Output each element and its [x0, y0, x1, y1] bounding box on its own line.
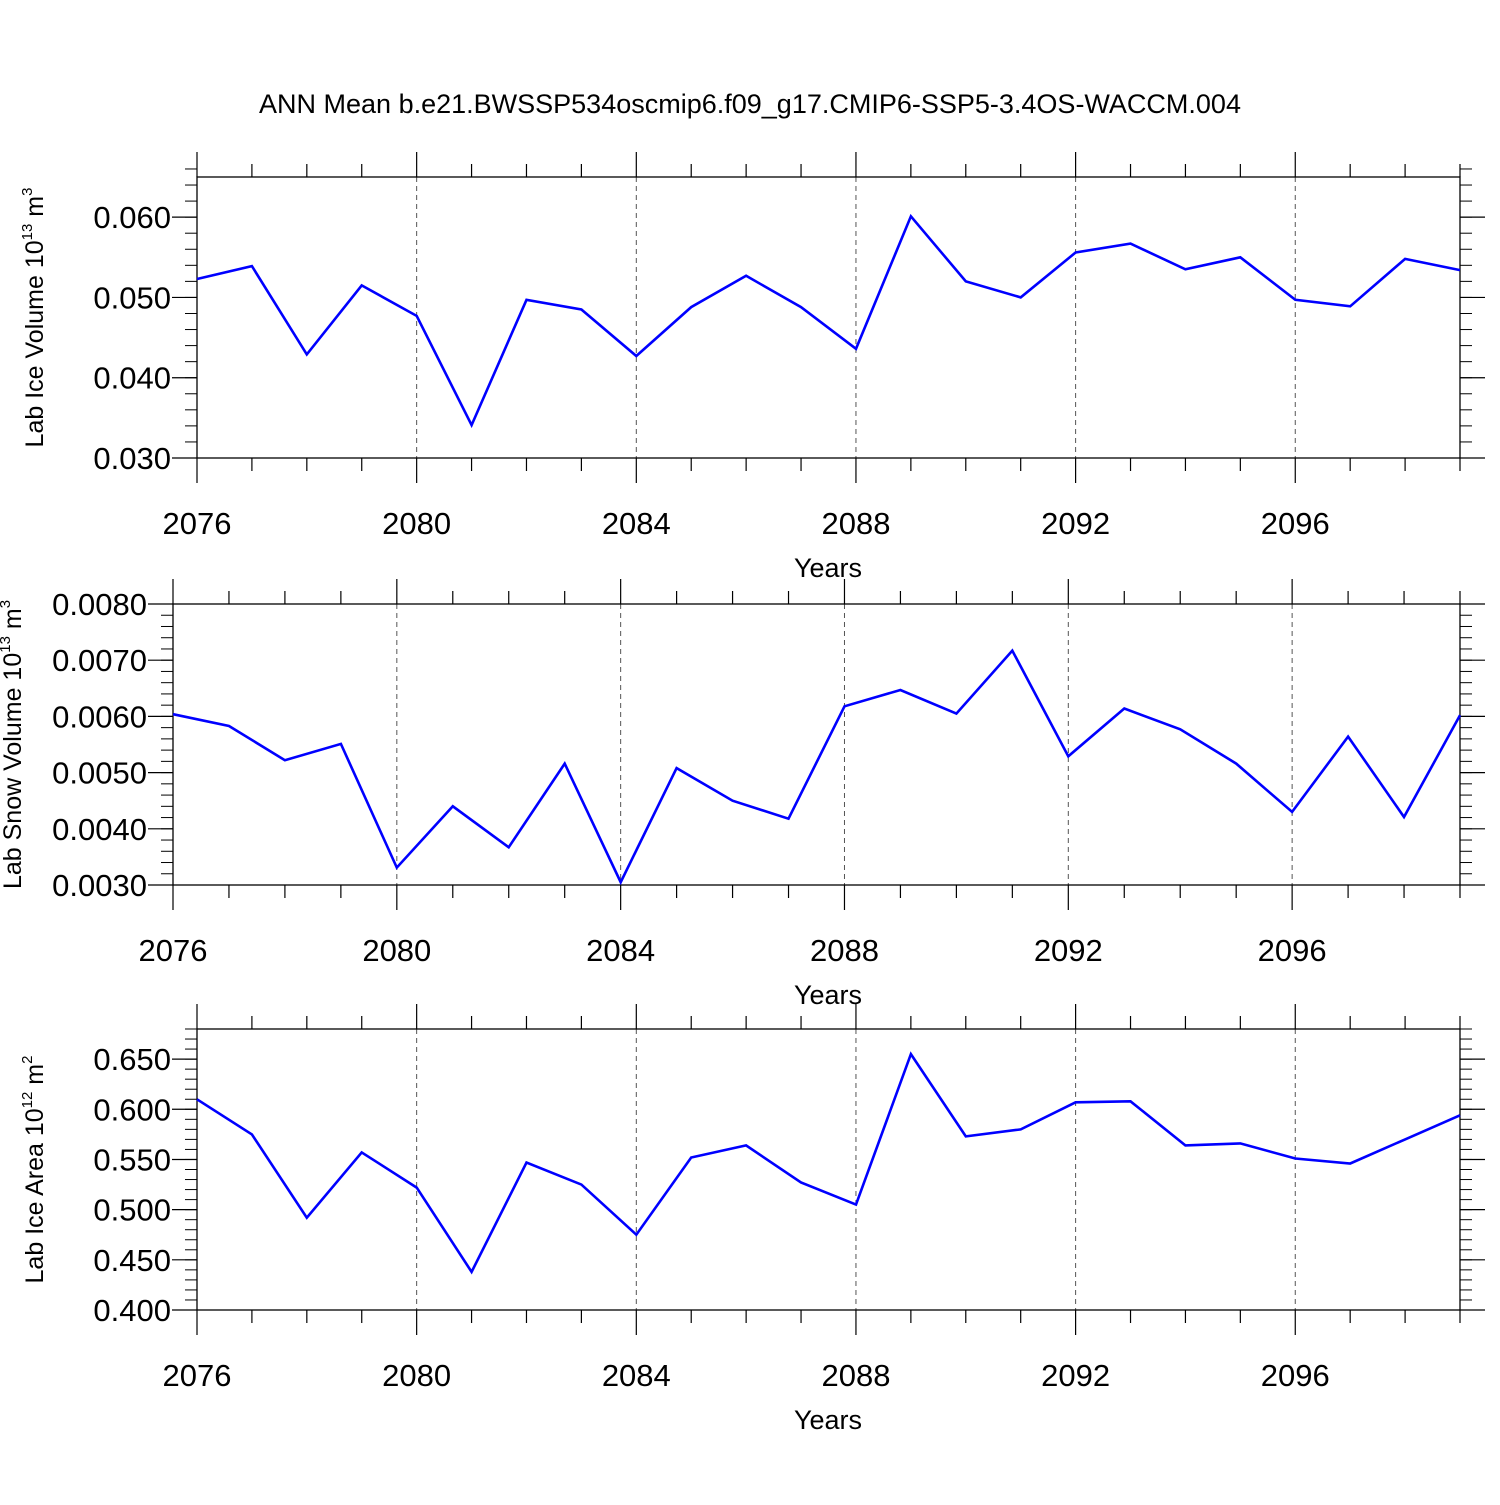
y-tick-label: 0.040	[93, 361, 171, 396]
x-tick-label: 2092	[1041, 1358, 1110, 1393]
x-tick-label: 2084	[602, 506, 671, 541]
x-tick-label: 2084	[586, 933, 655, 968]
x-tick-label: 2092	[1034, 933, 1103, 968]
y-tick-label: 0.0050	[52, 756, 147, 791]
data-series-line	[172, 648, 1462, 886]
figure-title: ANN Mean b.e21.BWSSP534oscmip6.f09_g17.C…	[259, 89, 1241, 119]
y-tick-label: 0.0040	[52, 812, 147, 847]
panel-2: 2076 2080 2084 2088 2092 2096 Years 0.0030 0.004…	[0, 579, 1485, 1010]
y-axis-label-text: m	[21, 1064, 49, 1092]
y-axis-label-text: Lab Snow Volume 10	[0, 653, 27, 889]
y-tick-label: 0.060	[93, 200, 171, 235]
y-axis-label: Lab Snow Volume 1013 m3	[0, 600, 27, 889]
y-axis-label-text: m	[21, 196, 49, 224]
y-tick-label: 0.550	[93, 1142, 171, 1177]
x-tick-label: 2088	[821, 1358, 890, 1393]
y-tick-label: 0.030	[93, 441, 171, 476]
y-axis-label-superscript: 3	[0, 600, 14, 608]
x-tick-label: 2080	[362, 933, 431, 968]
data-series-line	[196, 213, 1461, 429]
x-tick-label: 2076	[163, 1358, 232, 1393]
y-tick-label: 0.400	[93, 1293, 171, 1328]
y-tick-label: 0.650	[93, 1042, 171, 1077]
y-tick-label: 0.450	[93, 1243, 171, 1278]
y-tick-label: 0.0080	[52, 587, 147, 622]
y-tick-label: 0.0070	[52, 643, 147, 678]
x-tick-label: 2088	[810, 933, 879, 968]
y-axis-label-superscript: 2	[19, 1056, 36, 1064]
y-axis-label-text: Lab Ice Area 10	[21, 1108, 49, 1283]
x-tick-label: 2096	[1258, 933, 1327, 968]
x-tick-label: 2088	[821, 506, 890, 541]
x-tick-label: 2080	[382, 1358, 451, 1393]
y-axis-label-text: m	[0, 608, 27, 636]
y-axis-label-superscript: 13	[19, 224, 36, 241]
x-tick-label: 2096	[1261, 1358, 1330, 1393]
x-axis-label: Years	[794, 980, 862, 1010]
y-tick-label: 0.600	[93, 1092, 171, 1127]
y-axis-label-superscript: 12	[19, 1092, 36, 1109]
y-axis-label: Lab Ice Area 1012 m2	[19, 1056, 49, 1284]
y-axis-label-superscript: 13	[0, 636, 14, 653]
x-tick-label: 2096	[1261, 506, 1330, 541]
y-tick-label: 0.500	[93, 1193, 171, 1228]
panel-1: 2076 2080 2084 2088 2092 2096 Years 0.030 0.040 0…	[19, 152, 1485, 583]
y-axis-label-superscript: 3	[19, 188, 36, 196]
x-axis-label: Years	[794, 1405, 862, 1435]
x-tick-label: 2076	[163, 506, 232, 541]
y-tick-label: 0.050	[93, 280, 171, 315]
y-axis-label: Lab Ice Volume 1013 m3	[19, 188, 49, 448]
y-tick-label: 0.0030	[52, 868, 147, 903]
x-tick-label: 2080	[382, 506, 451, 541]
plot-frame	[172, 603, 1461, 886]
plot-frame	[196, 176, 1461, 459]
y-tick-label: 0.0060	[52, 699, 147, 734]
x-tick-label: 2092	[1041, 506, 1110, 541]
panel-3: 2076 2080 2084 2088 2092 2096 Years 0.400 0.450 0…	[19, 1004, 1485, 1435]
x-axis-label: Years	[794, 553, 862, 583]
x-tick-label: 2076	[139, 933, 208, 968]
data-series-line	[196, 1051, 1461, 1275]
y-axis-label-text: Lab Ice Volume 10	[21, 240, 49, 447]
x-tick-label: 2084	[602, 1358, 671, 1393]
